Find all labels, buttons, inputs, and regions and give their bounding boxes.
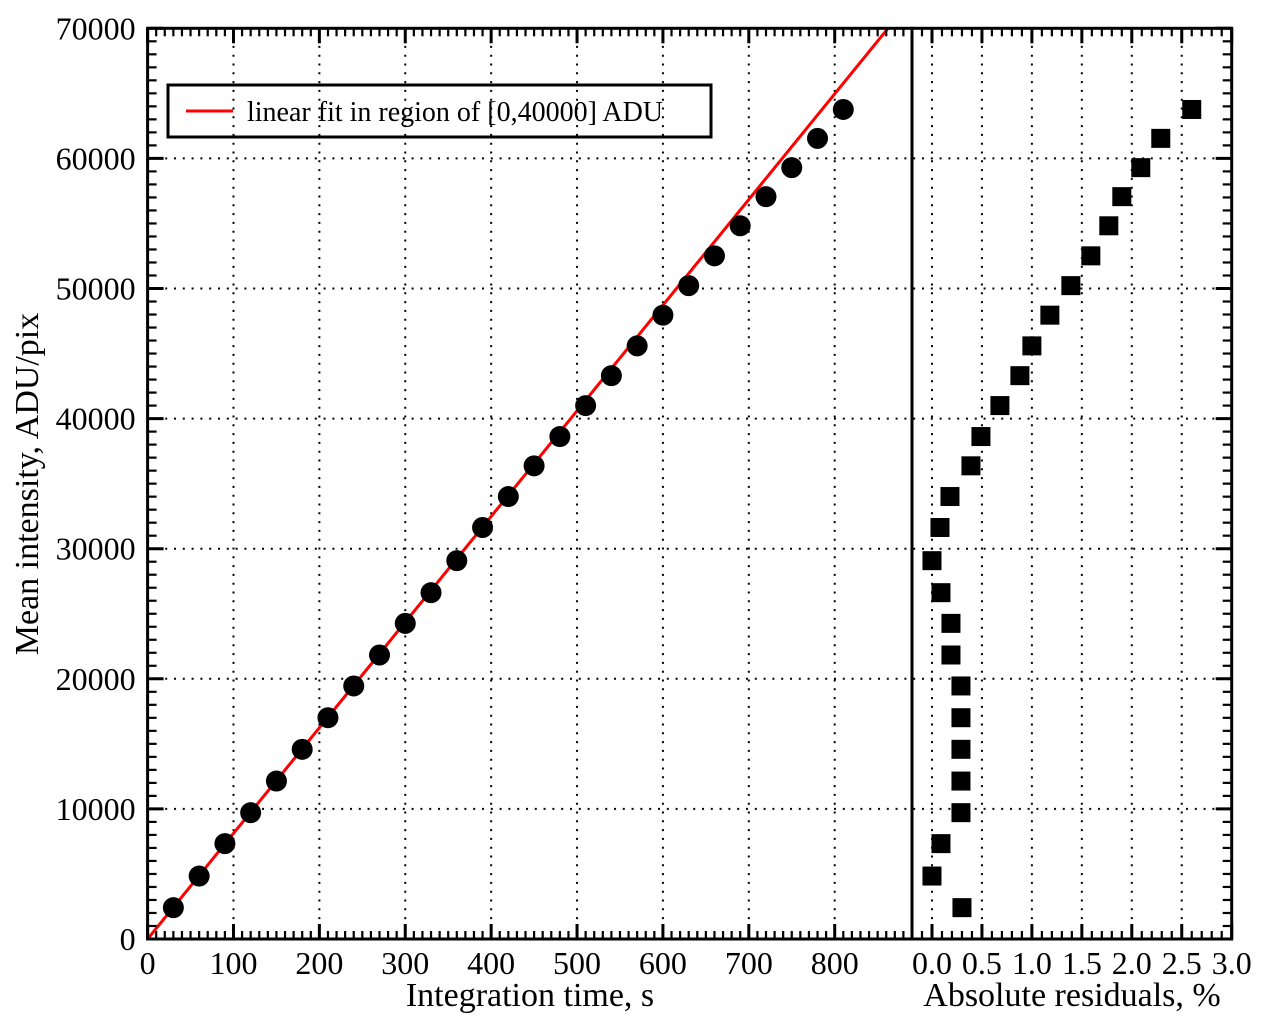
data-point-circle bbox=[575, 395, 597, 417]
data-layer bbox=[146, 27, 1202, 940]
residual-point-square bbox=[951, 708, 971, 728]
data-point-circle bbox=[291, 738, 313, 760]
x-tick-label-residuals: 2.5 bbox=[1162, 945, 1202, 981]
residual-point-square bbox=[1061, 276, 1081, 296]
data-point-circle bbox=[549, 426, 571, 448]
residual-point-square bbox=[990, 396, 1010, 416]
data-point-circle bbox=[368, 644, 390, 666]
data-point-circle bbox=[600, 365, 622, 387]
data-point-circle bbox=[729, 215, 751, 237]
residual-point-square bbox=[931, 583, 951, 603]
residual-point-square bbox=[931, 834, 951, 854]
data-point-circle bbox=[343, 675, 365, 697]
linear-fit-line bbox=[146, 27, 890, 940]
x-tick-label-main: 600 bbox=[639, 945, 687, 981]
residual-point-square bbox=[1182, 99, 1202, 119]
data-point-circle bbox=[188, 865, 210, 887]
x-tick-label-residuals: 0.0 bbox=[912, 945, 952, 981]
x-tick-label-main: 200 bbox=[295, 945, 343, 981]
tick-labels-layer: 0 10000 20000 30000 40000 50000 60000 70000 0 100… bbox=[56, 10, 1252, 981]
data-point-circle bbox=[755, 186, 777, 208]
x-tick-label-main: 300 bbox=[381, 945, 429, 981]
data-point-circle bbox=[497, 486, 519, 508]
data-point-circle bbox=[678, 275, 700, 297]
x-tick-label-main: 100 bbox=[209, 945, 257, 981]
data-point-circle bbox=[446, 550, 468, 572]
residual-point-square bbox=[951, 771, 971, 791]
gridlines-layer bbox=[147, 28, 1232, 939]
y-tick-label: 30000 bbox=[56, 531, 136, 567]
residual-point-square bbox=[922, 551, 942, 571]
residual-point-square bbox=[971, 427, 991, 447]
residual-point-square bbox=[1131, 158, 1151, 178]
y-tick-label: 70000 bbox=[56, 10, 136, 46]
x-tick-label-residuals: 2.0 bbox=[1112, 945, 1152, 981]
legend-label: linear fit in region of [0,40000] ADU bbox=[247, 97, 663, 128]
data-point-circle bbox=[394, 612, 416, 634]
residual-point-square bbox=[1112, 187, 1132, 207]
x-tick-label-main: 700 bbox=[725, 945, 773, 981]
frame-layer bbox=[146, 26, 1234, 941]
data-point-circle bbox=[807, 127, 829, 149]
x-tick-label-residuals: 3.0 bbox=[1212, 945, 1252, 981]
y-tick-label: 60000 bbox=[56, 140, 136, 176]
data-point-circle bbox=[240, 802, 262, 824]
x-tick-label-residuals: 1.0 bbox=[1012, 945, 1052, 981]
data-point-circle bbox=[317, 707, 339, 729]
x-axis-title-residuals: Absolute residuals, % bbox=[923, 977, 1220, 1014]
residual-point-square bbox=[940, 487, 960, 507]
residual-point-square bbox=[941, 645, 961, 665]
data-point-circle bbox=[214, 833, 236, 855]
residual-point-square bbox=[1010, 366, 1030, 386]
residual-point-square bbox=[1040, 305, 1060, 325]
residual-point-square bbox=[1022, 336, 1042, 356]
residual-point-square bbox=[1081, 246, 1101, 266]
y-tick-label: 50000 bbox=[56, 271, 136, 307]
data-point-circle bbox=[162, 897, 184, 919]
legend: linear fit in region of [0,40000] ADU bbox=[166, 83, 713, 139]
residual-point-square bbox=[951, 739, 971, 759]
residual-point-square bbox=[951, 676, 971, 696]
data-point-circle bbox=[832, 98, 854, 120]
x-tick-label-main: 400 bbox=[467, 945, 515, 981]
residual-point-square bbox=[922, 866, 942, 886]
y-tick-label: 10000 bbox=[56, 791, 136, 827]
data-point-circle bbox=[626, 335, 648, 357]
y-tick-label: 20000 bbox=[56, 661, 136, 697]
x-tick-label-main: 500 bbox=[553, 945, 601, 981]
residual-point-square bbox=[961, 456, 981, 476]
data-point-circle bbox=[703, 245, 725, 267]
x-tick-label-main: 0 bbox=[140, 945, 156, 981]
y-tick-label: 40000 bbox=[56, 401, 136, 437]
residual-point-square bbox=[930, 517, 950, 537]
residual-point-square bbox=[952, 898, 972, 918]
y-axis-title: Mean intensity, ADU/pix bbox=[9, 313, 46, 656]
residual-point-square bbox=[951, 803, 971, 823]
x-axis-title-main: Integration time, s bbox=[406, 977, 654, 1014]
residual-point-square bbox=[1099, 216, 1119, 236]
residual-point-square bbox=[1151, 128, 1171, 148]
data-point-circle bbox=[472, 516, 494, 538]
y-tick-label: 0 bbox=[120, 921, 136, 957]
x-tick-label-main: 800 bbox=[811, 945, 859, 981]
data-point-circle bbox=[781, 157, 803, 179]
legend-box bbox=[166, 83, 713, 139]
data-point-circle bbox=[420, 582, 442, 604]
x-tick-label-residuals: 1.5 bbox=[1062, 945, 1102, 981]
data-point-circle bbox=[265, 770, 287, 792]
x-tick-label-residuals: 0.5 bbox=[962, 945, 1002, 981]
residuals-panel-border bbox=[910, 26, 1234, 941]
data-point-circle bbox=[652, 304, 674, 326]
residual-point-square bbox=[941, 613, 961, 633]
data-point-circle bbox=[523, 455, 545, 477]
